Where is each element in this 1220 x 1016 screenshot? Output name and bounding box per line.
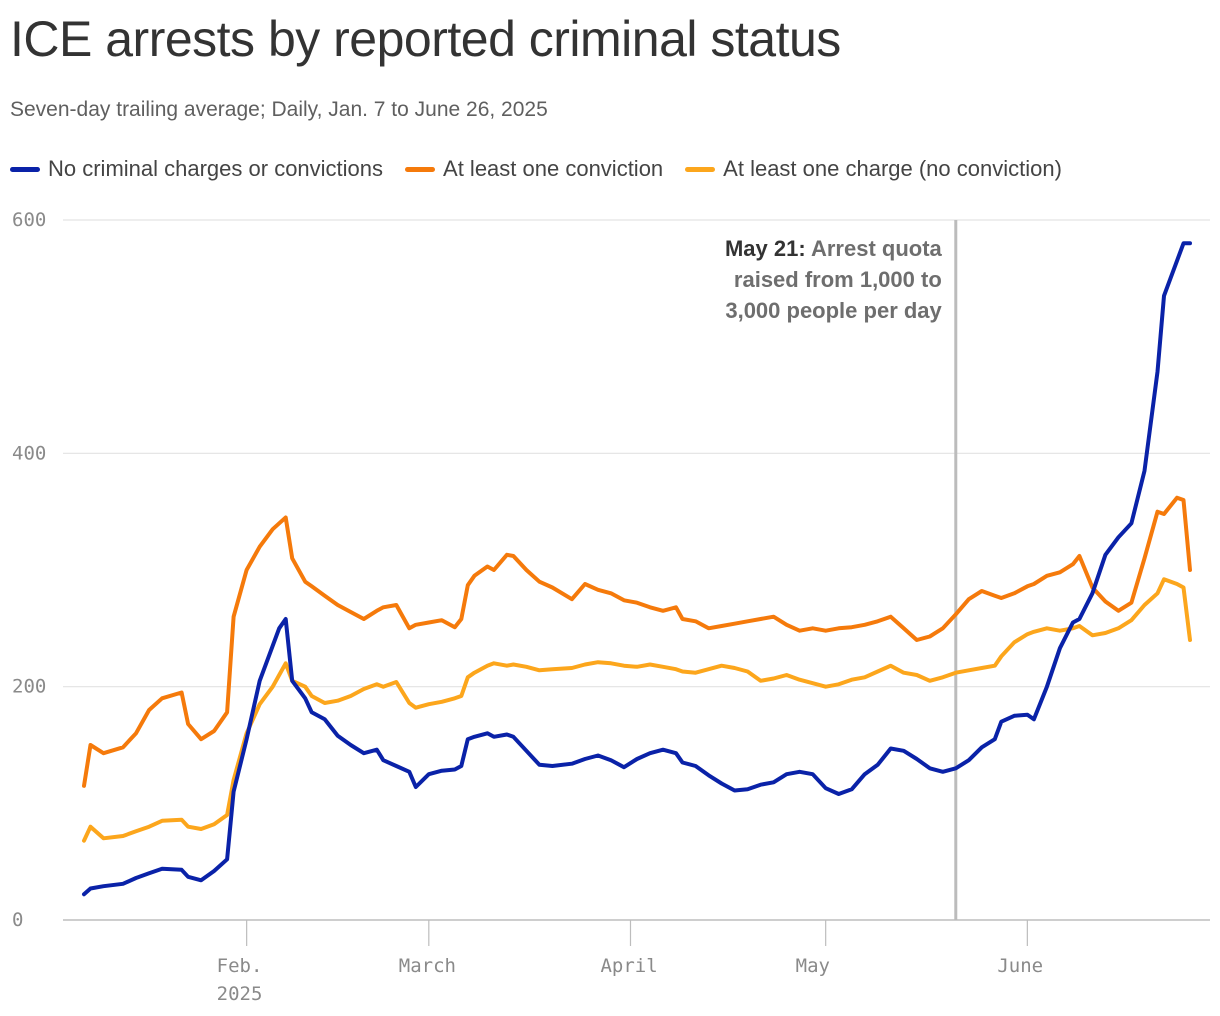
chart-subtitle: Seven-day trailing average; Daily, Jan. … — [10, 98, 548, 121]
annotation: May 21: Arrest quota raised from 1,000 to… — [725, 220, 958, 920]
x-tick-sublabel: 2025 — [217, 983, 263, 1005]
legend-label-conviction: At least one conviction — [443, 156, 664, 181]
gridlines — [63, 219, 1210, 921]
annotation-text-line: May 21: Arrest quota — [725, 236, 943, 261]
legend-item-charge: At least one charge (no conviction) — [685, 156, 1062, 182]
x-tick-label: March — [399, 955, 456, 977]
legend-item-conviction: At least one conviction — [405, 156, 663, 182]
series-lines — [82, 241, 1192, 897]
series-line-conviction — [82, 495, 1192, 788]
x-tick-label: April — [600, 955, 657, 977]
series-line-no-criminal — [82, 241, 1192, 897]
x-tick-label: Feb. — [217, 955, 263, 977]
legend-swatch-charge — [685, 166, 716, 172]
legend-swatch-conviction — [405, 166, 436, 172]
legend-swatch-no-criminal — [10, 166, 40, 172]
series-line-charge — [82, 577, 1192, 843]
chart-legend: No criminal charges or convictions At le… — [10, 156, 1062, 182]
y-tick-label: 200 — [12, 676, 46, 698]
annotation-lead: May 21: — [725, 236, 811, 261]
annotation-text: Arrest quota — [811, 236, 943, 261]
y-tick-label: 600 — [12, 209, 46, 231]
legend-label-charge: At least one charge (no conviction) — [723, 156, 1062, 181]
chart-title: ICE arrests by reported criminal status — [10, 11, 841, 67]
annotation-text-line: 3,000 people per day — [725, 298, 942, 323]
axes: 0 200 400 600 Feb. 2025 March April May June — [12, 209, 1043, 1005]
legend-item-no-criminal: No criminal charges or convictions — [10, 156, 383, 182]
y-tick-label: 0 — [12, 909, 23, 931]
legend-label-no-criminal: No criminal charges or convictions — [48, 156, 384, 181]
annotation-text-line: raised from 1,000 to — [734, 267, 942, 292]
x-tick-label: May — [796, 955, 830, 977]
x-tick-label: June — [997, 955, 1043, 977]
y-tick-label: 400 — [12, 442, 46, 464]
